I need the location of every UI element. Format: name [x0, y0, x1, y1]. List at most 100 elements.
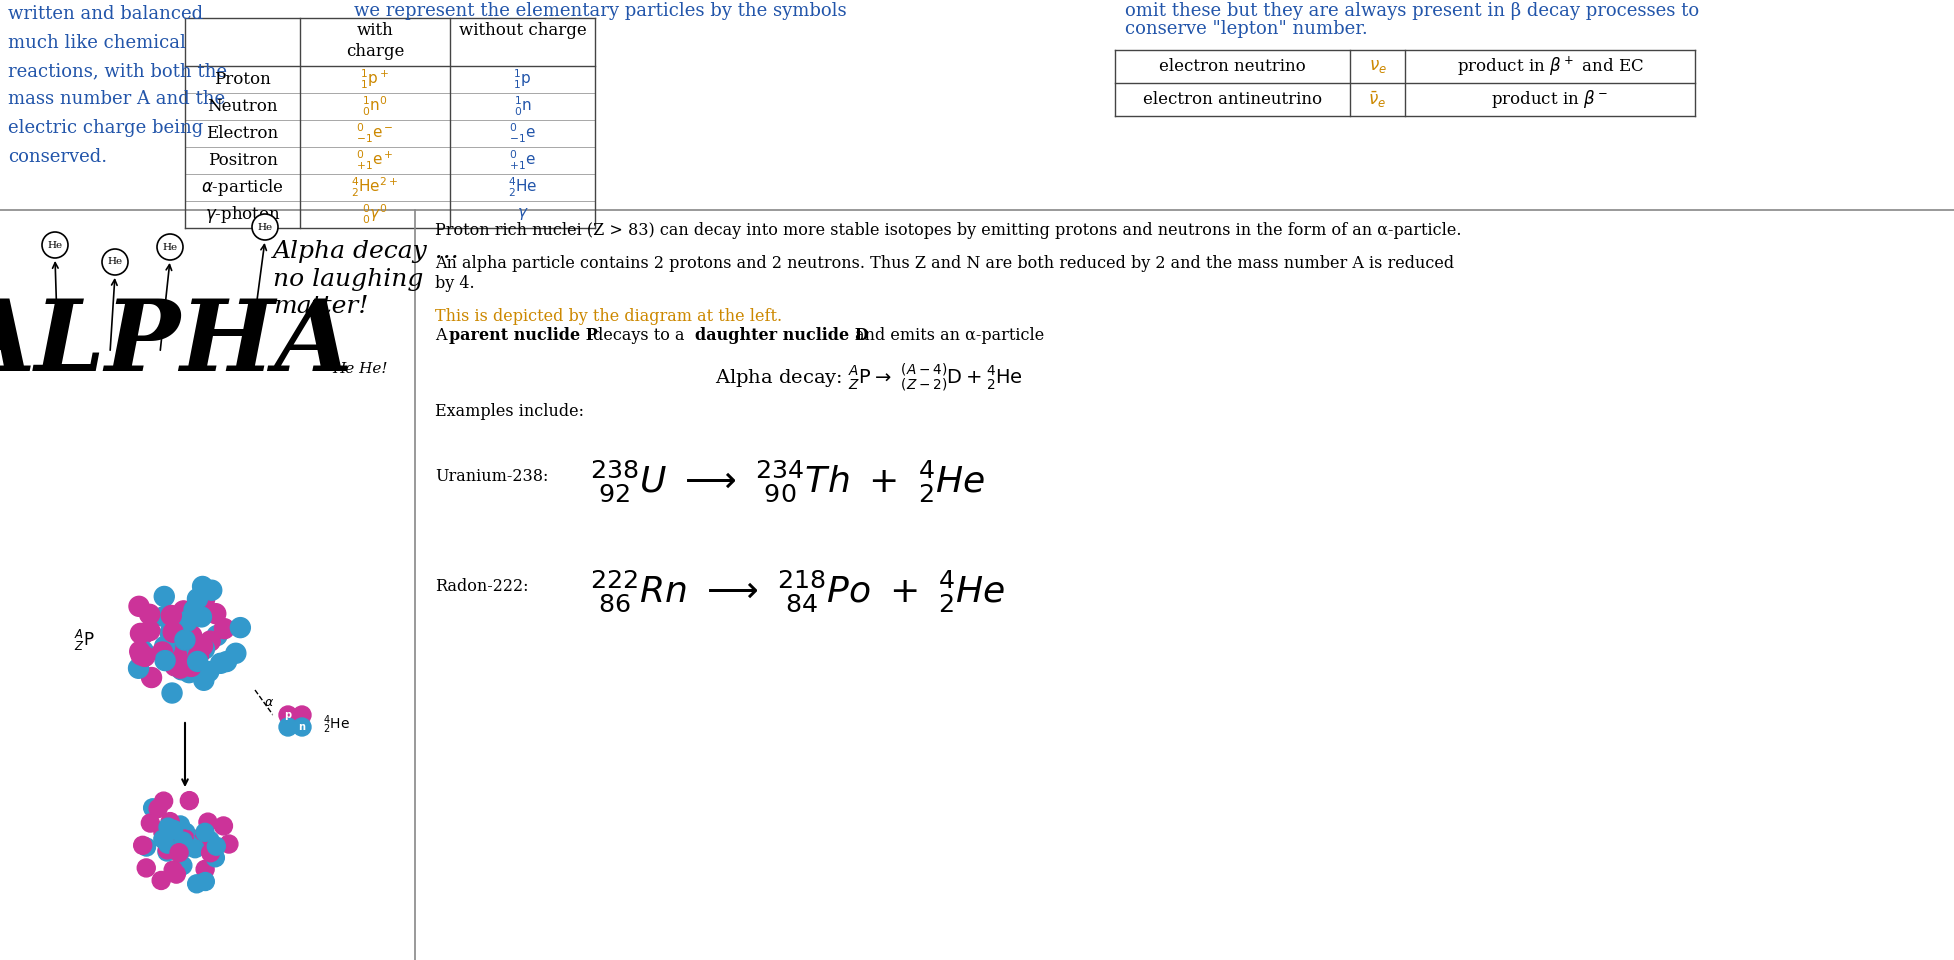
Circle shape [170, 659, 190, 678]
Circle shape [279, 718, 297, 736]
Circle shape [201, 580, 221, 600]
Circle shape [188, 588, 207, 609]
Circle shape [201, 831, 219, 850]
Text: $\gamma$: $\gamma$ [516, 206, 528, 223]
Text: $\gamma$-photon: $\gamma$-photon [205, 204, 279, 225]
Circle shape [154, 830, 172, 848]
Circle shape [178, 830, 195, 848]
Circle shape [182, 626, 201, 646]
Circle shape [188, 652, 207, 671]
Text: $^0_{-1}\mathrm{e}$: $^0_{-1}\mathrm{e}$ [508, 122, 535, 145]
Circle shape [199, 839, 217, 857]
Circle shape [172, 660, 191, 680]
Circle shape [205, 604, 227, 624]
Circle shape [133, 624, 154, 643]
Circle shape [215, 618, 234, 638]
Circle shape [141, 667, 162, 687]
Circle shape [162, 612, 184, 632]
Circle shape [129, 659, 149, 679]
Circle shape [191, 607, 211, 627]
Text: $^4_2\mathrm{He}^{2+}$: $^4_2\mathrm{He}^{2+}$ [352, 176, 399, 199]
Circle shape [199, 813, 217, 831]
Circle shape [215, 817, 233, 835]
Circle shape [102, 249, 129, 275]
Circle shape [160, 623, 180, 642]
Text: p: p [285, 710, 291, 720]
Circle shape [137, 859, 154, 876]
Text: product in $\beta^+$ and EC: product in $\beta^+$ and EC [1456, 55, 1643, 78]
Text: written and balanced
much like chemical
reactions, with both the
mass number A a: written and balanced much like chemical … [8, 5, 227, 165]
Text: conserve "lepton" number.: conserve "lepton" number. [1126, 20, 1368, 38]
Circle shape [184, 600, 203, 620]
Circle shape [195, 588, 215, 609]
Circle shape [293, 718, 311, 736]
Circle shape [172, 816, 190, 834]
Circle shape [160, 812, 180, 830]
Text: A: A [436, 327, 451, 344]
Text: Neutron: Neutron [207, 98, 277, 115]
Text: Alpha decay ...: Alpha decay ... [274, 240, 459, 263]
Text: electron antineutrino: electron antineutrino [1143, 91, 1323, 108]
Circle shape [41, 232, 68, 258]
Text: Radon-222:: Radon-222: [436, 578, 528, 595]
Text: $^4_2\mathrm{He}$: $^4_2\mathrm{He}$ [508, 176, 537, 199]
Circle shape [184, 659, 203, 679]
Circle shape [293, 706, 311, 724]
Text: $^0_{-1}\mathrm{e}^-$: $^0_{-1}\mathrm{e}^-$ [356, 122, 395, 145]
Circle shape [149, 800, 168, 818]
Circle shape [188, 875, 205, 893]
Text: $^1_1\mathrm{p}^+$: $^1_1\mathrm{p}^+$ [360, 68, 389, 91]
Circle shape [195, 824, 215, 841]
Circle shape [158, 841, 176, 859]
Circle shape [180, 623, 199, 643]
Circle shape [176, 830, 193, 848]
Circle shape [176, 630, 195, 650]
Circle shape [199, 661, 219, 682]
Circle shape [174, 831, 191, 850]
Circle shape [170, 630, 191, 650]
Circle shape [154, 587, 174, 607]
Circle shape [207, 837, 225, 855]
Circle shape [180, 662, 199, 683]
Text: He He!: He He! [332, 362, 387, 376]
Text: $\nu_e$: $\nu_e$ [1368, 58, 1387, 75]
Text: Electron: Electron [207, 125, 279, 142]
Circle shape [154, 824, 172, 842]
Circle shape [186, 840, 203, 857]
Circle shape [201, 844, 219, 862]
Circle shape [178, 824, 195, 841]
Circle shape [193, 670, 213, 690]
Text: Uranium-238:: Uranium-238: [436, 468, 549, 485]
Text: Proton rich nuclei (Z > 83) can decay into more stable isotopes by emitting prot: Proton rich nuclei (Z > 83) can decay in… [436, 222, 1462, 239]
Text: Positron: Positron [207, 152, 277, 169]
Circle shape [195, 860, 215, 878]
Circle shape [174, 601, 193, 621]
Circle shape [176, 630, 195, 649]
Text: $^{238}_{\ 92}\mathit{U}\ \longrightarrow\ ^{234}_{\ 90}\mathit{Th}\ +\ ^4_2\mat: $^{238}_{\ 92}\mathit{U}\ \longrightarro… [590, 458, 985, 503]
Circle shape [164, 821, 182, 838]
Text: $^{222}_{\ 86}\mathit{Rn}\ \longrightarrow\ ^{218}_{\ 84}\mathit{Po}\ +\ ^4_2\ma: $^{222}_{\ 86}\mathit{Rn}\ \longrightarr… [590, 568, 1006, 613]
Circle shape [156, 234, 184, 260]
Text: Alpha decay: $^A_Z\mathrm{P} \rightarrow\ ^{(A-4)}_{(Z-2)}\mathrm{D} + ^4_2\math: Alpha decay: $^A_Z\mathrm{P} \rightarrow… [715, 362, 1024, 394]
Circle shape [137, 838, 156, 856]
Circle shape [172, 633, 191, 653]
Circle shape [195, 873, 215, 891]
Circle shape [231, 617, 250, 637]
Text: He: He [162, 243, 178, 252]
Text: without charge: without charge [459, 22, 586, 39]
Text: parent nuclide P: parent nuclide P [449, 327, 598, 344]
Text: product in $\beta^-$: product in $\beta^-$ [1491, 88, 1608, 110]
Circle shape [158, 818, 178, 836]
Text: matter!: matter! [274, 295, 369, 318]
Circle shape [207, 849, 225, 867]
Text: $^1_1\mathrm{p}$: $^1_1\mathrm{p}$ [514, 68, 531, 91]
Text: daughter nuclide D: daughter nuclide D [696, 327, 870, 344]
Circle shape [154, 651, 176, 671]
Circle shape [154, 607, 174, 627]
Text: $\alpha$: $\alpha$ [264, 695, 274, 708]
Text: Examples include:: Examples include: [436, 403, 584, 420]
Text: $^4_2\mathrm{He}$: $^4_2\mathrm{He}$ [322, 713, 350, 736]
Circle shape [176, 830, 193, 848]
Circle shape [174, 832, 191, 851]
Text: $\alpha$-particle: $\alpha$-particle [201, 177, 283, 198]
